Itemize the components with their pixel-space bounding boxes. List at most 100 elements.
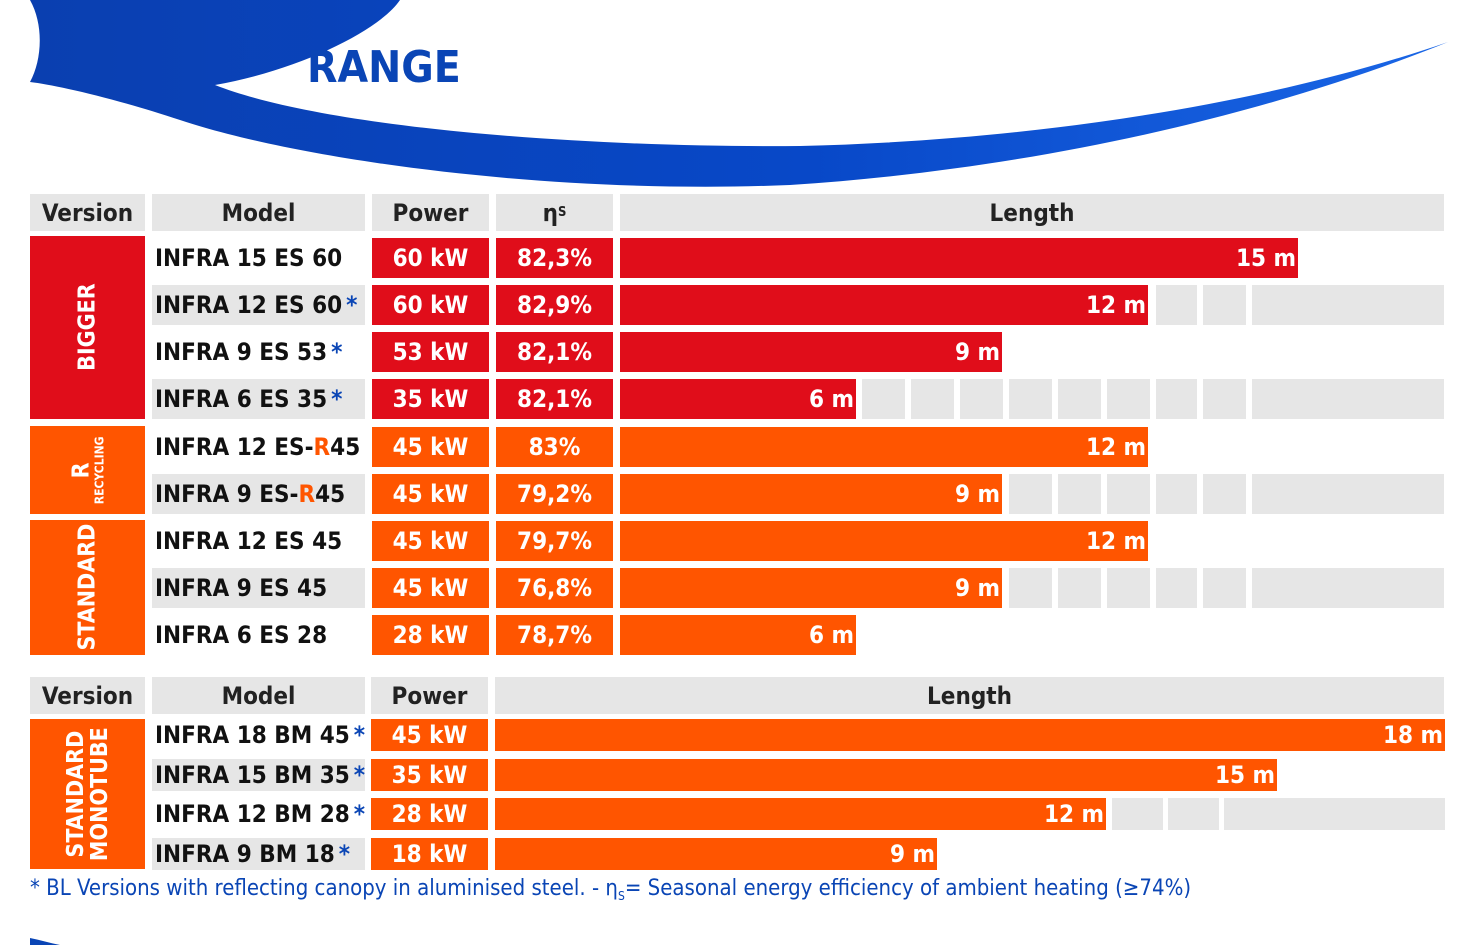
- power-cell: 60 kW: [372, 285, 489, 325]
- length-track-segment: [1112, 798, 1163, 830]
- model-cell: INFRA 15 ES 60: [152, 238, 365, 278]
- model-name: INFRA 12 BM 28: [155, 800, 350, 828]
- length-bar: 12 m: [620, 285, 1148, 325]
- star-marker: *: [331, 338, 343, 366]
- footnote-part2: = Seasonal energy efficiency of ambient …: [624, 876, 1192, 901]
- efficiency-cell: 76,8%: [496, 568, 613, 608]
- col-header-power: Power: [372, 194, 489, 231]
- length-bar: 9 m: [620, 332, 1002, 372]
- model-name: INFRA 6 ES 35: [155, 385, 328, 413]
- length-track-segment: [1156, 379, 1197, 419]
- col2-header-length: Length: [495, 677, 1444, 714]
- model-name: INFRA 9 ES-: [155, 480, 299, 508]
- footnote-part1: * BL Versions with reflecting canopy in …: [30, 876, 618, 901]
- model-name: INFRA 9 ES 45: [155, 574, 328, 602]
- efficiency-cell: 82,9%: [496, 285, 613, 325]
- length-track-segment: [1058, 379, 1101, 419]
- length-track-segment: [1009, 474, 1052, 514]
- model-cell: INFRA 9 ES 53 *: [152, 332, 365, 372]
- model-cell: INFRA 12 ES- R 45: [152, 427, 365, 467]
- efficiency-cell: 79,2%: [496, 474, 613, 514]
- model-name: INFRA 9 ES 53: [155, 338, 328, 366]
- model-cell: INFRA 12 BM 28 *: [152, 798, 365, 830]
- efficiency-cell: 83%: [496, 427, 613, 467]
- efficiency-cell: 82,1%: [496, 332, 613, 372]
- length-bar: 6 m: [620, 379, 856, 419]
- model-cell: INFRA 15 BM 35 *: [152, 759, 365, 791]
- star-marker: *: [331, 385, 343, 413]
- power-cell: 45 kW: [371, 719, 488, 751]
- group-monotube-line1: STANDARD: [62, 730, 89, 858]
- eta-subscript: S: [557, 205, 567, 220]
- length-track-segment: [1156, 474, 1197, 514]
- model-cell: INFRA 12 ES 60 *: [152, 285, 365, 325]
- group-standard-text: STANDARD: [74, 524, 101, 651]
- recycling-r-mark: R: [298, 480, 316, 508]
- power-cell: 60 kW: [372, 238, 489, 278]
- group-r-label: R: [68, 462, 95, 478]
- efficiency-cell: 79,7%: [496, 521, 613, 561]
- model-name: INFRA 6 ES 28: [155, 621, 328, 649]
- power-cell: 35 kW: [372, 379, 489, 419]
- length-bar: 12 m: [620, 427, 1148, 467]
- model-cell: INFRA 9 ES 45: [152, 568, 365, 608]
- star-marker: *: [353, 761, 366, 789]
- recycling-r-mark: R: [313, 433, 331, 461]
- power-cell: 35 kW: [371, 759, 488, 791]
- model-cell: INFRA 9 BM 18 *: [152, 838, 365, 870]
- model-cell: INFRA 18 BM 45 *: [152, 719, 365, 751]
- length-track-segment: [1252, 379, 1444, 419]
- length-track-segment: [1252, 568, 1444, 608]
- power-cell: 45 kW: [372, 427, 489, 467]
- model-name: INFRA 12 ES 60: [155, 291, 343, 319]
- length-bar: 15 m: [495, 759, 1277, 791]
- efficiency-cell: 82,3%: [496, 238, 613, 278]
- length-track-segment: [1168, 798, 1219, 830]
- model-cell: INFRA 6 ES 28: [152, 615, 365, 655]
- length-track-segment: [1107, 568, 1150, 608]
- length-bar: 12 m: [495, 798, 1106, 830]
- model-name-suffix: 45: [315, 480, 346, 508]
- length-track-segment: [1156, 568, 1197, 608]
- power-cell: 45 kW: [372, 568, 489, 608]
- model-name-suffix: 45: [330, 433, 361, 461]
- model-name: INFRA 12 ES-: [155, 433, 314, 461]
- footnote-sub: S: [617, 889, 625, 903]
- efficiency-cell: 78,7%: [496, 615, 613, 655]
- group-recycling-sublabel: RECYCLING: [92, 436, 107, 504]
- star-marker: *: [346, 291, 358, 319]
- model-name: INFRA 15 BM 35: [155, 761, 350, 789]
- page-title: RANGE: [307, 42, 461, 93]
- col2-header-power: Power: [371, 677, 488, 714]
- group-label-standard-monotube: STANDARD MONOTUBE: [30, 719, 145, 869]
- length-track-segment: [1156, 285, 1197, 325]
- star-marker: *: [338, 840, 351, 868]
- length-track-segment: [1009, 568, 1052, 608]
- model-name: INFRA 18 BM 45: [155, 721, 350, 749]
- length-bar: 9 m: [620, 474, 1002, 514]
- length-track-segment: [1224, 798, 1445, 830]
- length-bar: 12 m: [620, 521, 1148, 561]
- group-bigger-text: BIGGER: [74, 283, 101, 372]
- model-cell: INFRA 12 ES 45: [152, 521, 365, 561]
- length-bar: 15 m: [620, 238, 1298, 278]
- model-name: INFRA 15 ES 60: [155, 244, 343, 272]
- model-cell: INFRA 9 ES- R 45: [152, 474, 365, 514]
- col-header-version: Version: [30, 194, 145, 231]
- col2-header-model: Model: [152, 677, 365, 714]
- model-name: INFRA 9 BM 18: [155, 840, 335, 868]
- power-cell: 45 kW: [372, 474, 489, 514]
- efficiency-cell: 82,1%: [496, 379, 613, 419]
- power-cell: 45 kW: [372, 521, 489, 561]
- group-monotube-text: STANDARD MONOTUBE: [62, 727, 113, 861]
- length-bar: 9 m: [495, 838, 937, 870]
- length-track-segment: [1252, 474, 1444, 514]
- length-track-segment: [911, 379, 954, 419]
- footnote: * BL Versions with reflecting canopy in …: [30, 876, 1191, 903]
- length-track-segment: [1203, 474, 1246, 514]
- group-recycling-text: R RECYCLING: [68, 436, 107, 504]
- group-monotube-line2: MONOTUBE: [86, 727, 113, 861]
- group-label-recycling: R RECYCLING: [30, 426, 145, 514]
- star-marker: *: [353, 800, 366, 828]
